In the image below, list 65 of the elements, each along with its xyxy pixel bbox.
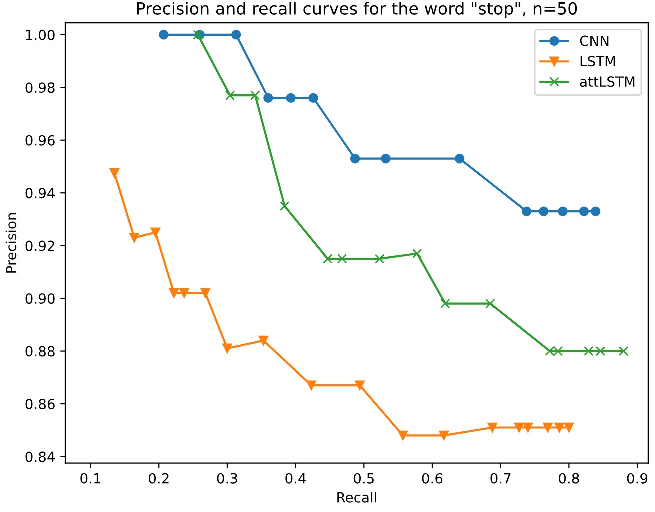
point [286,93,296,104]
point [308,93,318,104]
point [323,254,333,264]
point [355,380,365,390]
point [398,430,408,441]
y-tick-label: 0.86 [26,399,55,410]
point [439,430,449,441]
point [554,422,564,433]
point [130,233,140,243]
legend-label: attLSTM [580,76,635,88]
point [486,298,496,309]
point [110,168,120,178]
x-tick-label: 0.1 [80,473,101,484]
legend-label: CNN [580,36,609,46]
point [488,422,498,433]
point [200,288,210,298]
y-tick-label: 0.92 [26,240,54,252]
point [590,206,601,216]
point [150,228,161,238]
point [440,298,450,309]
chart-title: Precision and recall curves for the word "stop", n=50 [137,2,578,18]
point [558,206,568,216]
y-tick-label: 0.88 [26,346,55,357]
point [225,90,236,100]
point [454,154,465,164]
y-tick-label: 0.90 [26,294,55,304]
point [514,422,524,433]
y-tick-label: 0.98 [26,82,55,94]
point [523,422,534,433]
point [222,344,232,354]
y-axis-title: Precision [6,213,17,273]
point [412,248,422,259]
x-tick-label: 0.2 [149,473,169,484]
point [169,288,180,298]
point [522,206,532,216]
point [375,254,385,264]
y-tick-label: 0.94 [26,188,55,199]
y-tick-label: 1.00 [26,30,55,40]
y-tick-label: 0.96 [26,135,55,146]
point [264,93,274,104]
point [350,154,360,164]
point [231,30,242,40]
point [579,206,590,216]
y-tick-label: 0.84 [26,452,55,462]
point [381,154,391,164]
x-tick-label: 0.9 [627,473,648,484]
point [280,201,290,212]
point [250,90,260,100]
x-axis-title: Recall [338,492,376,503]
point [180,288,190,298]
point [564,422,574,433]
point [258,336,269,346]
point [306,380,316,390]
point [337,254,348,264]
point [159,30,169,40]
x-tick-label: 0.6 [422,473,443,484]
x-tick-label: 0.4 [286,473,306,484]
legend-label: LSTM [580,56,616,67]
x-tick-label: 0.8 [559,473,580,484]
x-tick-label: 0.7 [490,473,511,484]
point [539,206,549,216]
x-tick-label: 0.3 [217,473,238,484]
point [618,346,629,356]
x-tick-label: 0.5 [354,473,374,484]
point [543,422,553,433]
